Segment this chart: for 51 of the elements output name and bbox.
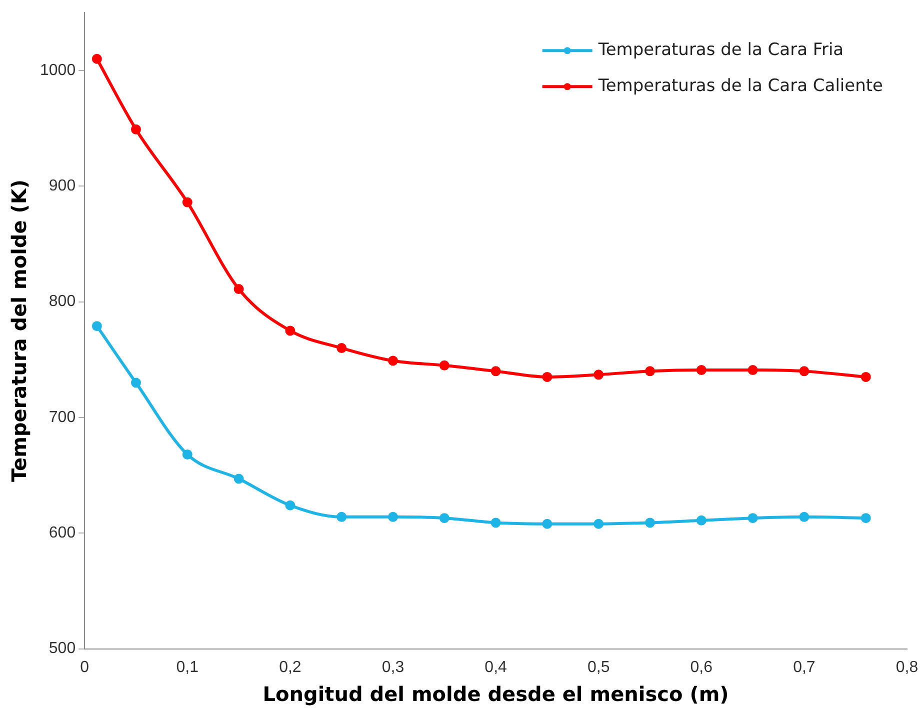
point bbox=[542, 372, 552, 382]
point bbox=[285, 500, 296, 510]
point bbox=[388, 356, 398, 366]
point bbox=[594, 518, 604, 529]
legend-label: Temperaturas de la Cara Fria bbox=[597, 40, 844, 60]
point bbox=[645, 366, 655, 376]
y-tick-label: 700 bbox=[48, 408, 76, 426]
point bbox=[490, 518, 501, 528]
x-tick-label: 0,5 bbox=[587, 658, 610, 676]
point bbox=[645, 518, 655, 528]
point bbox=[696, 365, 706, 376]
point bbox=[439, 360, 450, 370]
x-tick-label: 0,1 bbox=[176, 658, 199, 676]
point bbox=[748, 513, 758, 524]
point bbox=[92, 321, 102, 332]
x-tick-label: 0,6 bbox=[690, 658, 713, 676]
point bbox=[594, 370, 604, 380]
y-axis-title: Temperatura del molde (K) bbox=[7, 179, 32, 482]
y-tick-label: 600 bbox=[48, 524, 76, 542]
point bbox=[696, 515, 706, 526]
point bbox=[490, 366, 501, 376]
x-tick-label: 0 bbox=[80, 658, 90, 676]
x-tick-label: 0,8 bbox=[896, 658, 918, 676]
legend-label: Temperaturas de la Cara Caliente bbox=[597, 76, 884, 96]
point bbox=[860, 372, 871, 382]
point bbox=[336, 512, 347, 522]
point bbox=[234, 284, 244, 294]
x-tick-label: 0,3 bbox=[382, 658, 404, 676]
point bbox=[92, 54, 102, 64]
point bbox=[336, 343, 347, 354]
point bbox=[285, 326, 296, 336]
point bbox=[439, 513, 450, 524]
point bbox=[748, 365, 758, 376]
point bbox=[799, 366, 810, 376]
y-tick-label: 900 bbox=[48, 178, 76, 195]
point bbox=[130, 124, 141, 134]
x-axis-title: Longitud del molde desde el menisco (m) bbox=[262, 682, 729, 706]
x-tick-label: 0,7 bbox=[793, 658, 816, 676]
point bbox=[799, 512, 810, 522]
point bbox=[234, 474, 244, 484]
point bbox=[182, 449, 192, 460]
point bbox=[182, 197, 192, 208]
y-tick-label: 500 bbox=[48, 640, 76, 658]
x-tick-label: 0,2 bbox=[279, 658, 302, 676]
point bbox=[542, 518, 552, 529]
point bbox=[130, 378, 141, 388]
point bbox=[860, 513, 871, 524]
point bbox=[388, 512, 398, 522]
y-tick-label: 1000 bbox=[40, 62, 76, 79]
y-tick-label: 800 bbox=[48, 293, 76, 310]
x-tick-label: 0,4 bbox=[484, 658, 508, 676]
